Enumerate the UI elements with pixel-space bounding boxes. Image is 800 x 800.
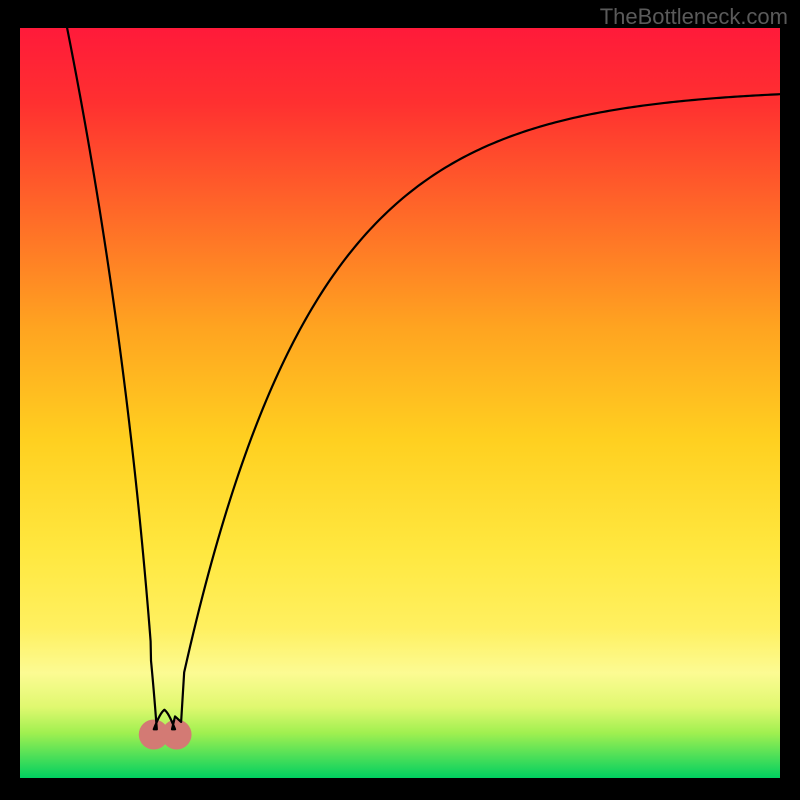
chart-container: TheBottleneck.com xyxy=(0,0,800,800)
minimum-marker-right xyxy=(162,720,192,750)
watermark-text: TheBottleneck.com xyxy=(600,4,788,30)
bottleneck-chart-svg xyxy=(0,0,800,800)
plot-gradient-background xyxy=(20,28,780,778)
